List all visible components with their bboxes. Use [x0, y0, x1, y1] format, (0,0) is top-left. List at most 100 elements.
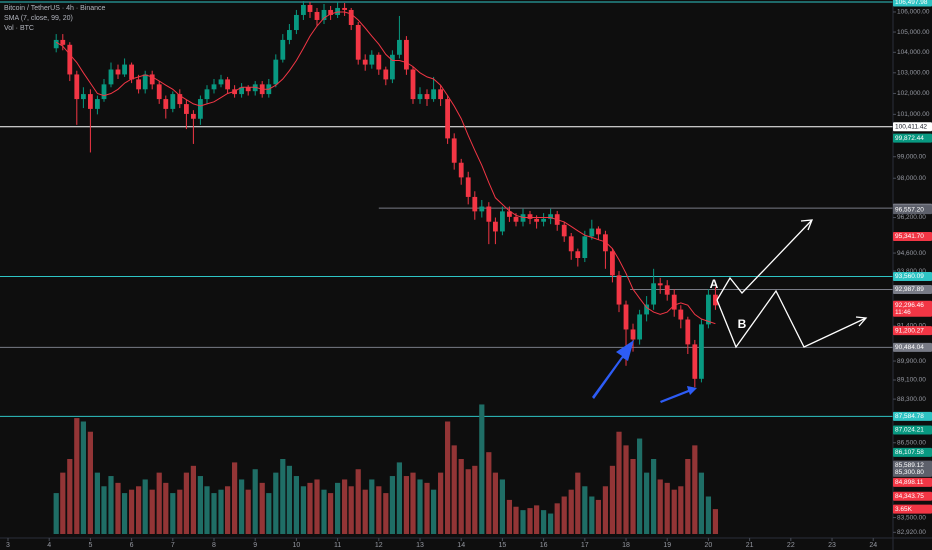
candle-body: [397, 39, 402, 55]
volume-bar: [142, 479, 148, 534]
y-tick-label: 83,500.00: [897, 514, 926, 521]
volume-bar: [458, 459, 464, 534]
volume-bar: [609, 465, 616, 534]
price-label-box: [893, 0, 932, 7]
x-tick-label: 14: [457, 542, 465, 549]
volume-bar: [280, 459, 286, 534]
volume-bar: [136, 486, 142, 534]
volume-bar: [94, 472, 101, 534]
volume-bar: [664, 482, 670, 534]
volume-bar: [630, 459, 636, 534]
volume-bar: [286, 465, 292, 534]
volume-bar: [698, 472, 705, 534]
volume-bar: [149, 489, 155, 534]
candle-body: [198, 99, 203, 119]
drawings: A B: [592, 219, 868, 403]
price-label-box: [893, 477, 932, 487]
candle-body: [301, 4, 306, 15]
x-tick-label: 12: [375, 542, 383, 549]
price-label: 100,411.42: [895, 123, 927, 130]
volume-label: 3.65K: [895, 506, 913, 513]
price-label: 95,341.70: [895, 233, 924, 240]
x-tick-label: 22: [787, 542, 795, 549]
price-label-box: [893, 342, 932, 352]
volume-label: Vol · BTC: [4, 25, 34, 32]
volume-bar: [108, 476, 114, 534]
volume-bar: [121, 493, 128, 534]
price-label: 92,296.46: [895, 302, 924, 309]
volume-bar: [424, 482, 430, 534]
y-tick-label: 94,600.00: [897, 250, 926, 257]
candle-body: [610, 251, 615, 276]
price-label-box: [893, 411, 932, 421]
candle-body: [122, 64, 127, 75]
candle-body: [678, 309, 684, 320]
x-tick-label: 21: [746, 542, 754, 549]
annotation: A: [710, 277, 719, 291]
x-tick-label: 8: [212, 542, 216, 549]
candle-body: [534, 218, 540, 222]
candle-body: [383, 69, 389, 80]
x-tick-label: 19: [663, 542, 671, 549]
price-label-box: [893, 326, 932, 336]
volume-bar: [300, 486, 307, 534]
price-label-box: [893, 467, 932, 477]
candle-body: [472, 196, 478, 212]
y-tick-label: 98,000.00: [897, 175, 926, 182]
volume-bar: [389, 476, 396, 534]
candle-body: [245, 87, 251, 92]
candle-body: [493, 221, 498, 232]
y-tick-label: 104,000.00: [897, 49, 930, 56]
volume-bar: [362, 489, 368, 534]
candle-body: [479, 206, 485, 212]
candle-body: [183, 104, 189, 114]
candle-body: [465, 177, 471, 197]
sma-line: [55, 11, 716, 325]
volume-bar: [589, 496, 595, 534]
volume-bar: [335, 482, 341, 534]
volume-bar: [177, 489, 183, 534]
volume-bar: [527, 508, 533, 534]
volume-bar: [595, 499, 602, 534]
volume-bar: [403, 476, 410, 534]
y-tick-label: 86,500.00: [897, 439, 926, 446]
x-tick-label: 23: [828, 542, 836, 549]
volume-bar: [328, 493, 334, 534]
candle-body: [500, 211, 505, 232]
candle-body: [616, 275, 622, 305]
candle-body: [404, 39, 409, 70]
y-tick-label: 88,300.00: [897, 396, 926, 403]
candle-body: [582, 236, 588, 259]
candle-body: [706, 294, 711, 325]
candle-body: [623, 304, 629, 330]
candle-body: [561, 224, 567, 237]
candle-body: [596, 228, 601, 235]
candle-body: [149, 74, 155, 85]
volume-bar: [60, 472, 66, 534]
candle-body: [541, 218, 547, 222]
candle-body: [218, 79, 224, 85]
volume-bar: [252, 469, 258, 534]
y-tick-label: 106,000.00: [897, 9, 930, 16]
arrow: [592, 340, 634, 399]
candle-body: [348, 9, 354, 25]
volume-label-box: [893, 504, 932, 514]
candle-body: [95, 99, 100, 109]
arrowhead: [800, 219, 813, 231]
price-label: 84,343.75: [895, 493, 924, 500]
price-label: 86,107.58: [895, 449, 924, 456]
candle-body: [362, 59, 368, 65]
volume-bar: [67, 459, 73, 534]
volume-bar: [239, 479, 245, 534]
volume-bar: [486, 452, 492, 534]
candle-body: [513, 216, 519, 222]
volume-bar: [170, 493, 176, 534]
volume-bar: [678, 486, 684, 534]
price-label-time: 11:46: [895, 309, 911, 316]
volume-bar: [232, 462, 238, 534]
price-label: 92,987.89: [895, 286, 924, 293]
x-tick-label: 16: [540, 542, 548, 549]
candle-body: [156, 84, 162, 100]
volume-bar: [506, 499, 513, 534]
price-label-box: [893, 447, 932, 457]
